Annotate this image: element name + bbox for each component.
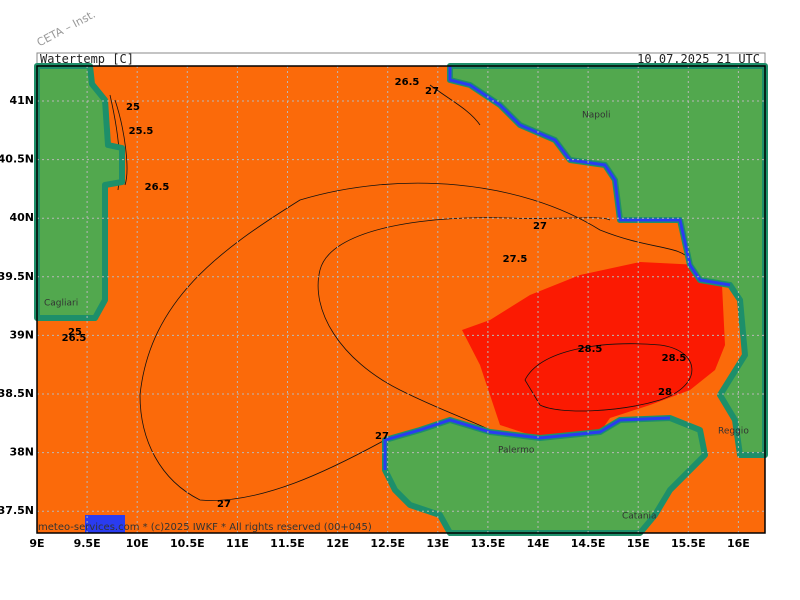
lon-label: 12.5E <box>370 537 405 550</box>
footer: meteo-services.com * (c)2025 IWKF * All … <box>38 522 372 533</box>
lon-label: 14.5E <box>571 537 606 550</box>
contour-label: 28 <box>658 387 672 398</box>
place-label: Cagliari <box>44 299 78 309</box>
lon-label: 9.5E <box>74 537 101 550</box>
place-label: Reggio <box>718 427 749 437</box>
coast-pixels <box>85 515 125 533</box>
coast-pixels <box>383 416 671 470</box>
contour-label: 28.5 <box>662 353 687 364</box>
lat-label: 39N <box>9 328 34 341</box>
contour-label: 27 <box>533 221 547 232</box>
contour-label: 26.5 <box>145 182 170 193</box>
contour-label: 26.5 <box>62 333 87 344</box>
watermark: CETA – Inst. <box>35 8 98 50</box>
contour-label: 27.5 <box>503 254 528 265</box>
lat-label: 38.5N <box>0 387 34 400</box>
lon-label: 10E <box>126 537 149 550</box>
lon-label: 11.5E <box>270 537 305 550</box>
place-label: Catania <box>622 512 657 522</box>
land-sardinia <box>34 63 125 321</box>
map-title: Watertemp [C] <box>40 52 134 66</box>
land-sicily <box>382 415 708 536</box>
contour-label: 25 <box>68 327 82 338</box>
contour-label: 27 <box>375 431 389 442</box>
contour <box>524 343 693 412</box>
contour-label: 25.5 <box>129 126 154 137</box>
timestamp: 10.07.2025 21 UTC <box>637 52 760 66</box>
lat-label: 40.5N <box>0 153 34 166</box>
lat-label: 38N <box>9 446 34 459</box>
lon-label: 12E <box>326 537 349 550</box>
lon-label: 15E <box>627 537 650 550</box>
lon-label: 16E <box>727 537 750 550</box>
plot-frame <box>36 65 766 534</box>
contour <box>317 269 491 431</box>
lon-label: 14E <box>527 537 550 550</box>
place-label: Palermo <box>498 446 535 456</box>
lat-label: 40N <box>9 211 34 224</box>
contour <box>139 182 691 396</box>
lon-label: 11E <box>226 537 249 550</box>
contour-label: 27 <box>217 499 231 510</box>
contour-label: 26.5 <box>395 77 420 88</box>
lon-label: 13E <box>426 537 449 550</box>
plot-area <box>34 63 768 536</box>
lon-label: 9E <box>29 537 44 550</box>
lon-label: 15.5E <box>671 537 706 550</box>
lat-label: 41N <box>9 94 34 107</box>
lon-label: 10.5E <box>170 537 205 550</box>
contour-label: 27 <box>425 86 439 97</box>
lat-label: 37.5N <box>0 504 34 517</box>
lat-label: 39.5N <box>0 270 34 283</box>
contour-label: 25 <box>126 102 140 113</box>
place-label: Napoli <box>582 111 610 121</box>
lon-label: 13.5E <box>471 537 506 550</box>
contour-label: 28.5 <box>578 344 603 355</box>
